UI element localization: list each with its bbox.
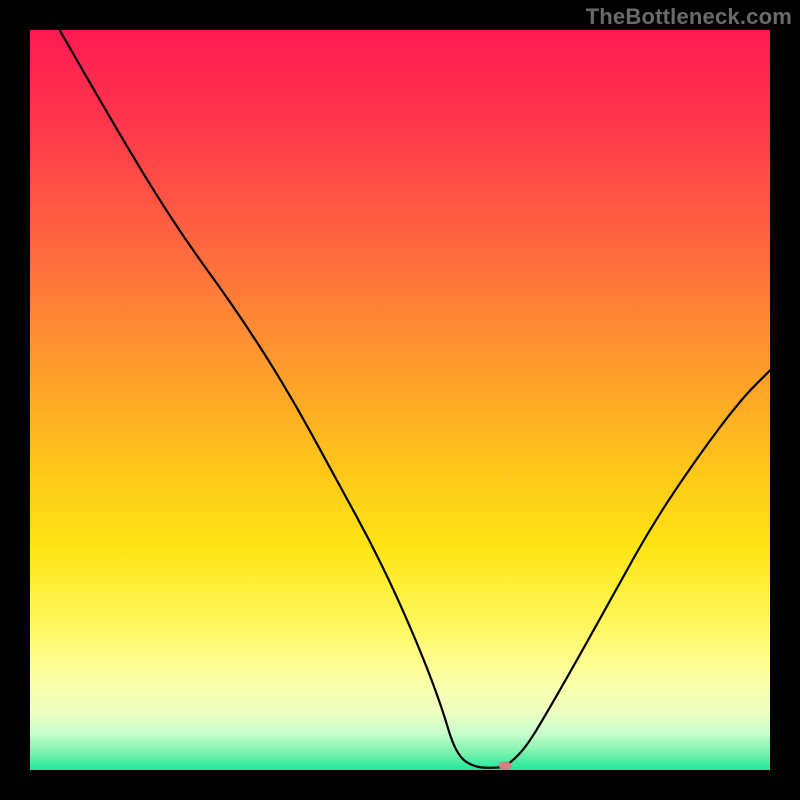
watermark-label: TheBottleneck.com	[586, 4, 792, 30]
bottleneck-marker	[499, 762, 511, 769]
chart-frame: TheBottleneck.com	[0, 0, 800, 800]
bottleneck-chart	[0, 0, 800, 800]
gradient-plot-area	[30, 30, 770, 770]
